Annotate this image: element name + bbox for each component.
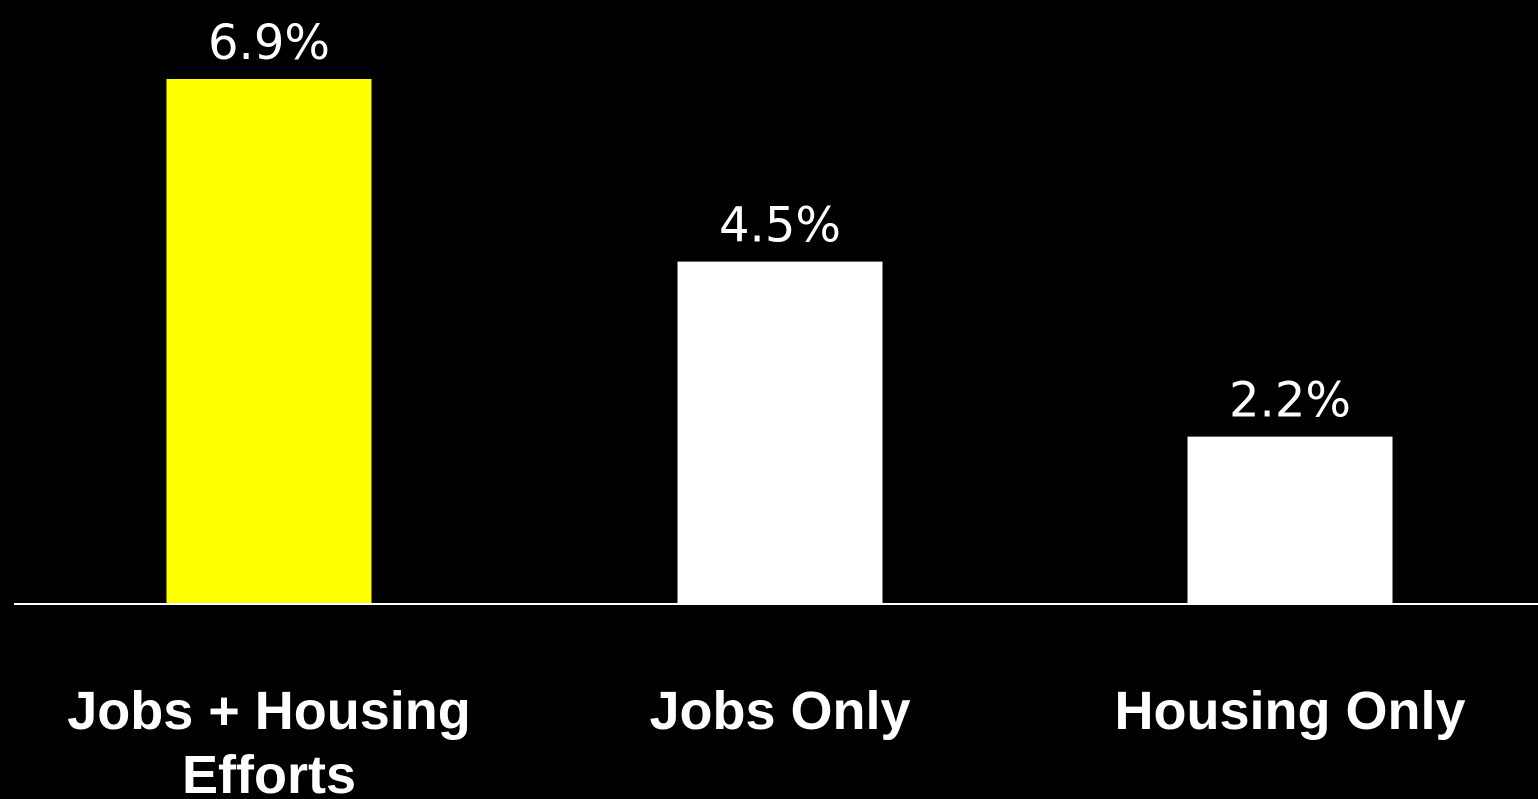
bars-group — [166, 79, 1393, 604]
category-label-1-line-1: Jobs + Housing — [67, 681, 471, 741]
category-label-3-line-1: Housing Only — [1115, 681, 1466, 741]
data-label-3: 2.2% — [1229, 373, 1351, 429]
category-label-2-line-1: Jobs Only — [649, 681, 910, 741]
data-labels-group: 6.9% 4.5% 2.2% — [208, 15, 1351, 429]
data-label-1: 6.9% — [208, 15, 330, 71]
bar-2 — [677, 261, 883, 604]
data-label-2: 4.5% — [719, 198, 841, 254]
category-label-1-line-2: Efforts — [182, 745, 356, 799]
bar-3 — [1187, 436, 1393, 604]
bar-1 — [166, 79, 372, 604]
